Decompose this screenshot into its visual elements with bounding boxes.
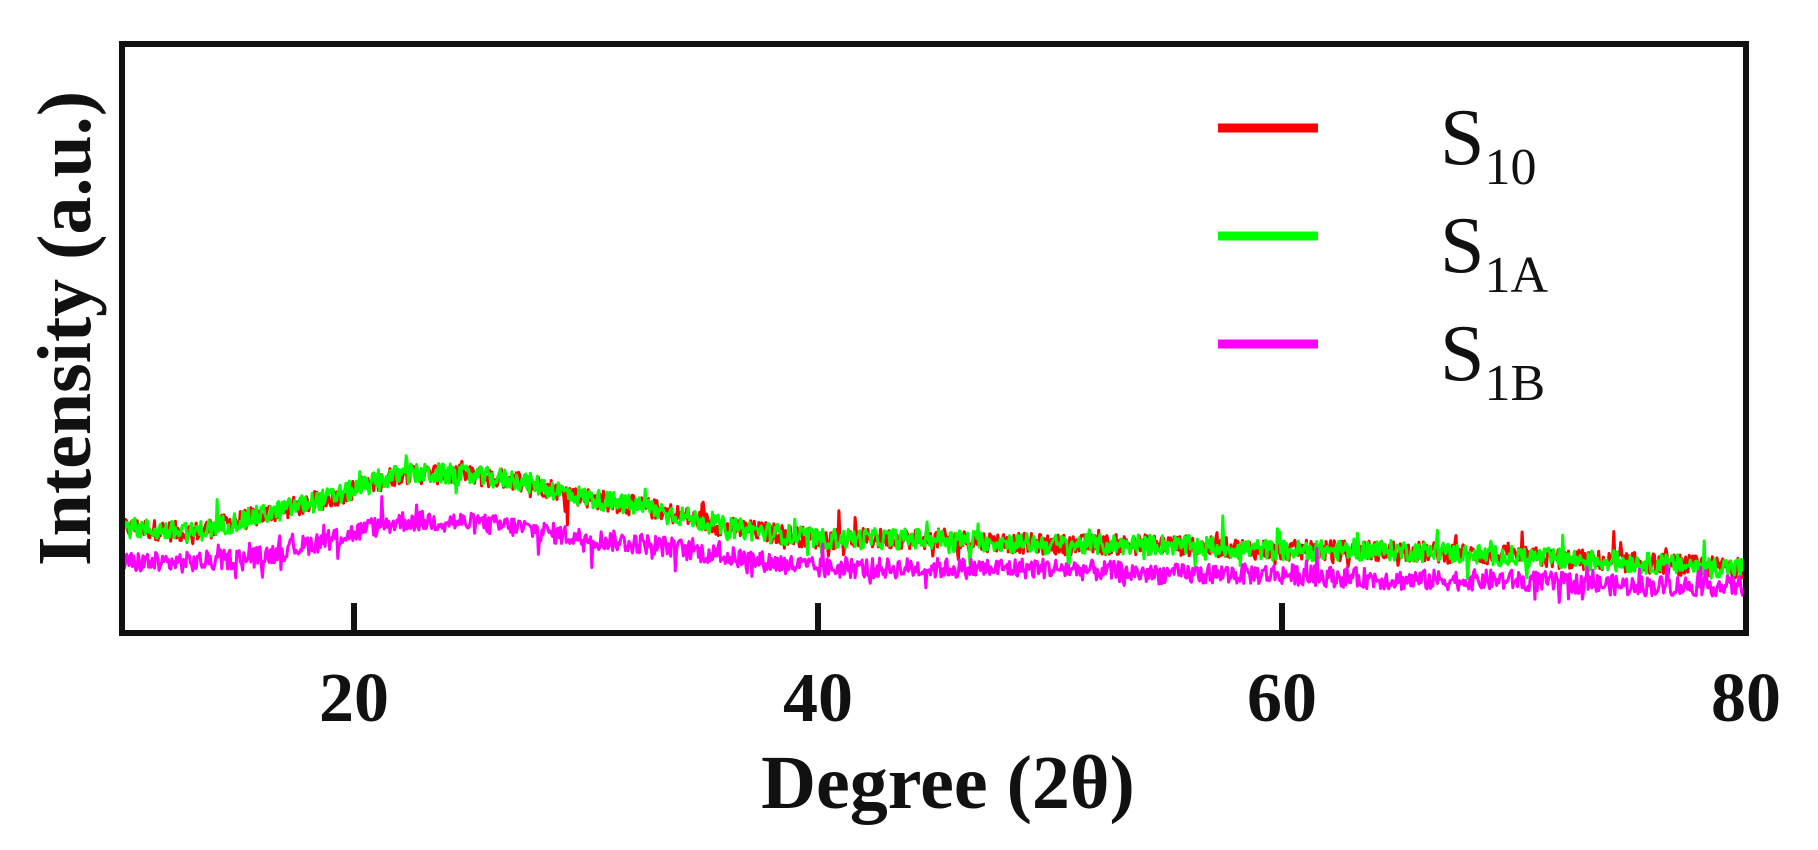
x-axis-title: Degree (2θ)	[761, 741, 1135, 825]
x-tick-label: 40	[783, 660, 853, 737]
series-layer	[120, 454, 1748, 604]
x-tick-label: 80	[1711, 660, 1781, 737]
plot-frame	[119, 41, 1749, 636]
legend-label-s1b: S1B	[1440, 310, 1545, 412]
legend-label-s1a: S1A	[1440, 202, 1549, 304]
ticks-layer: 20 40 60 80	[319, 603, 1781, 737]
y-axis-title: Intensity (a.u.)	[23, 91, 107, 566]
legend-label-s10: S10	[1440, 94, 1537, 196]
x-tick-label: 60	[1247, 660, 1317, 737]
series-line-s1a	[120, 454, 1748, 586]
series-line-s1b	[120, 495, 1748, 604]
x-tick-label: 20	[319, 660, 389, 737]
